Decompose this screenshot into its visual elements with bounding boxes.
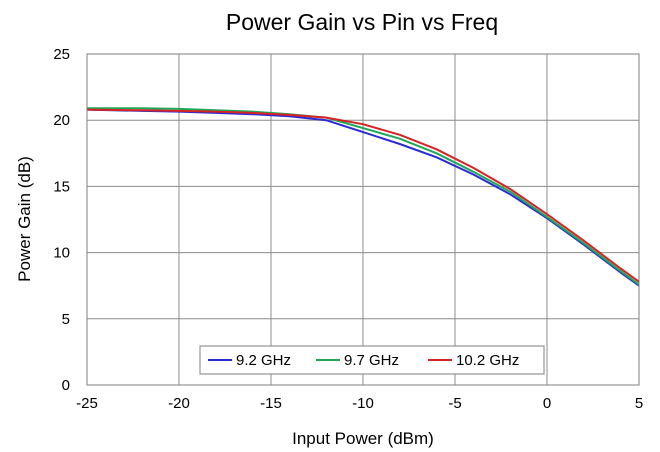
x-tick-labels: -25 -20 -15 -10 -5 0 5 [76,395,643,412]
series-line-2 [86,108,640,283]
x-tick-label: -5 [448,395,461,412]
x-tick-label: -25 [76,395,98,412]
chart-title: Power Gain vs Pin vs Freq [226,9,498,35]
y-tick-label: 15 [53,178,70,195]
legend: 9.2 GHz 9.7 GHz 10.2 GHz [199,345,545,375]
x-tick-label: -10 [352,395,374,412]
grid-lines [86,53,640,386]
legend-box [199,345,545,375]
legend-label: 9.7 GHz [344,352,399,369]
x-tick-label: 0 [543,395,551,412]
x-tick-label: -20 [168,395,190,412]
y-tick-label: 20 [53,112,70,129]
x-tick-label: 5 [635,395,643,412]
plot-frame [86,53,640,386]
x-tick-label: -15 [260,395,282,412]
y-tick-label: 0 [62,377,70,394]
y-tick-label: 10 [53,245,70,262]
legend-label: 10.2 GHz [456,352,519,369]
y-axis-label: Power Gain (dB) [15,156,34,282]
series-lines [86,107,640,287]
y-tick-labels: 0 5 10 15 20 25 [53,46,70,394]
x-axis-label: Input Power (dBm) [292,429,434,448]
legend-label: 9.2 GHz [236,352,291,369]
y-tick-label: 25 [53,46,70,63]
y-tick-label: 5 [62,311,70,328]
series-line-1 [87,107,640,286]
